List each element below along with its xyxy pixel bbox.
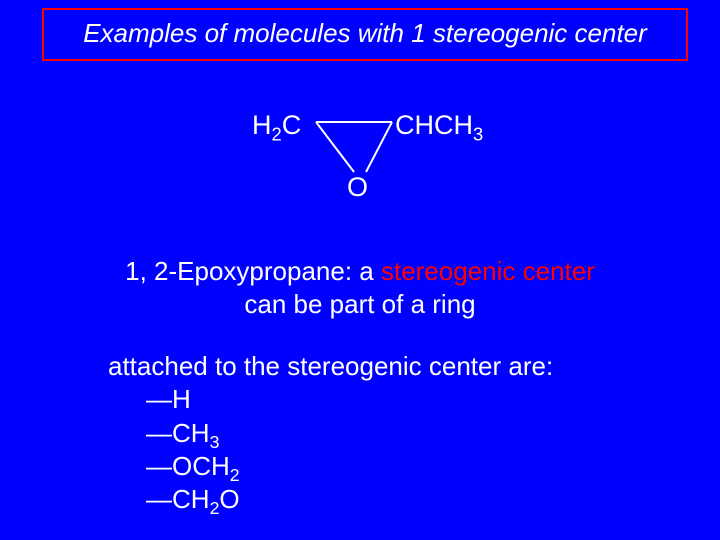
chem-text: CH	[172, 418, 210, 448]
list-item: —OCH2	[146, 450, 553, 483]
chem-sub: 3	[473, 123, 483, 144]
desc-text: 1, 2-Epoxypropane: a	[125, 256, 381, 286]
slide-title: Examples of molecules with 1 stereogenic…	[83, 18, 647, 48]
list-item: —H	[146, 383, 553, 416]
dash: —	[146, 451, 172, 481]
chem-sub: 2	[230, 465, 240, 485]
dash: —	[146, 418, 172, 448]
desc-accent: stereogenic center	[381, 256, 595, 286]
chem-text: H	[172, 384, 191, 414]
bond-right	[366, 122, 392, 172]
molecule-diagram: H2C CHCH3 O	[0, 110, 720, 220]
desc-text: can be part of a ring	[244, 289, 475, 319]
slide: Examples of molecules with 1 stereogenic…	[0, 0, 720, 540]
bond-left	[316, 122, 354, 172]
molecule-bottom-label: O	[347, 172, 368, 203]
dash: —	[146, 384, 172, 414]
chem-text: CH	[172, 484, 210, 514]
attached-groups: attached to the stereogenic center are: …	[108, 350, 553, 516]
molecule-right-label: CHCH3	[395, 110, 483, 141]
chem-text: H	[252, 110, 272, 140]
bond-lines	[0, 110, 720, 220]
chem-text: C	[282, 110, 302, 140]
chem-sub: 2	[272, 123, 282, 144]
chem-sub: 2	[210, 498, 220, 518]
dash: —	[146, 484, 172, 514]
chem-text: O	[219, 484, 239, 514]
attached-heading: attached to the stereogenic center are:	[108, 350, 553, 383]
chem-text: OCH	[172, 451, 230, 481]
chem-sub: 3	[210, 432, 220, 452]
compound-description: 1, 2-Epoxypropane: a stereogenic center …	[0, 255, 720, 320]
list-item: —CH2O	[146, 483, 553, 516]
list-item: —CH3	[146, 417, 553, 450]
title-box: Examples of molecules with 1 stereogenic…	[42, 8, 688, 61]
molecule-left-label: H2C	[252, 110, 301, 141]
attached-list: —H —CH3 —OCH2 —CH2O	[108, 383, 553, 516]
chem-text: CHCH	[395, 110, 473, 140]
